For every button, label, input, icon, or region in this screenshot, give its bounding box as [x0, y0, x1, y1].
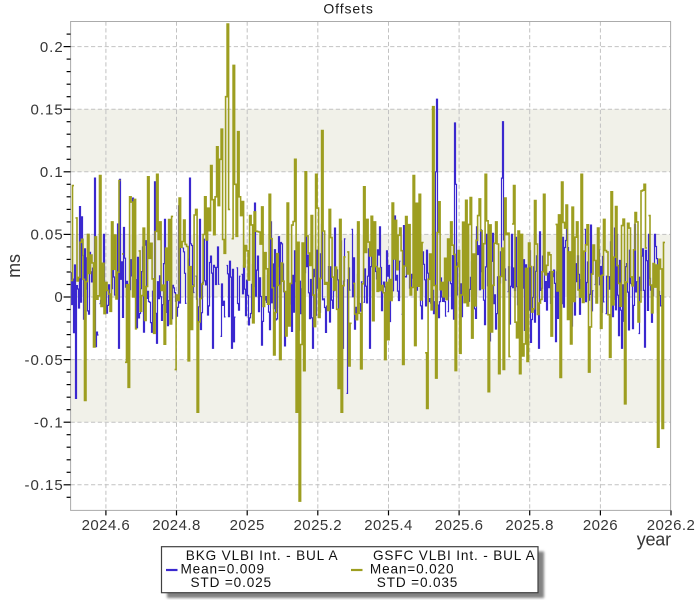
svg-text:0.2: 0.2 — [40, 39, 64, 56]
svg-text:2024.8: 2024.8 — [152, 517, 201, 534]
svg-text:2025: 2025 — [230, 517, 265, 534]
svg-text:-0.15: -0.15 — [24, 477, 63, 494]
svg-text:BKG VLBI Int. - BUL A: BKG VLBI Int. - BUL A — [186, 548, 339, 563]
svg-text:2026: 2026 — [583, 517, 618, 534]
svg-text:Mean=0.009: Mean=0.009 — [181, 561, 265, 576]
svg-text:2025.8: 2025.8 — [505, 517, 554, 534]
svg-text:2026.2: 2026.2 — [647, 517, 696, 534]
svg-text:-0.1: -0.1 — [34, 414, 64, 431]
svg-text:2025.2: 2025.2 — [294, 517, 343, 534]
svg-text:2024.6: 2024.6 — [82, 517, 131, 534]
svg-text:0.1: 0.1 — [40, 164, 64, 181]
svg-text:Mean=0.020: Mean=0.020 — [370, 561, 454, 576]
svg-text:STD =0.035: STD =0.035 — [377, 575, 458, 590]
svg-text:2025.6: 2025.6 — [435, 517, 484, 534]
svg-text:Offsets: Offsets — [323, 1, 373, 17]
svg-text:GSFC VLBI Int. - BUL A: GSFC VLBI Int. - BUL A — [373, 548, 536, 563]
svg-text:ms: ms — [4, 254, 24, 278]
svg-text:0.15: 0.15 — [30, 101, 63, 118]
svg-text:STD =0.025: STD =0.025 — [191, 575, 272, 590]
svg-text:2025.4: 2025.4 — [364, 517, 413, 534]
svg-text:0.05: 0.05 — [30, 227, 63, 244]
svg-text:year: year — [637, 530, 671, 550]
svg-text:-0.05: -0.05 — [24, 352, 63, 369]
svg-text:0: 0 — [54, 289, 63, 306]
